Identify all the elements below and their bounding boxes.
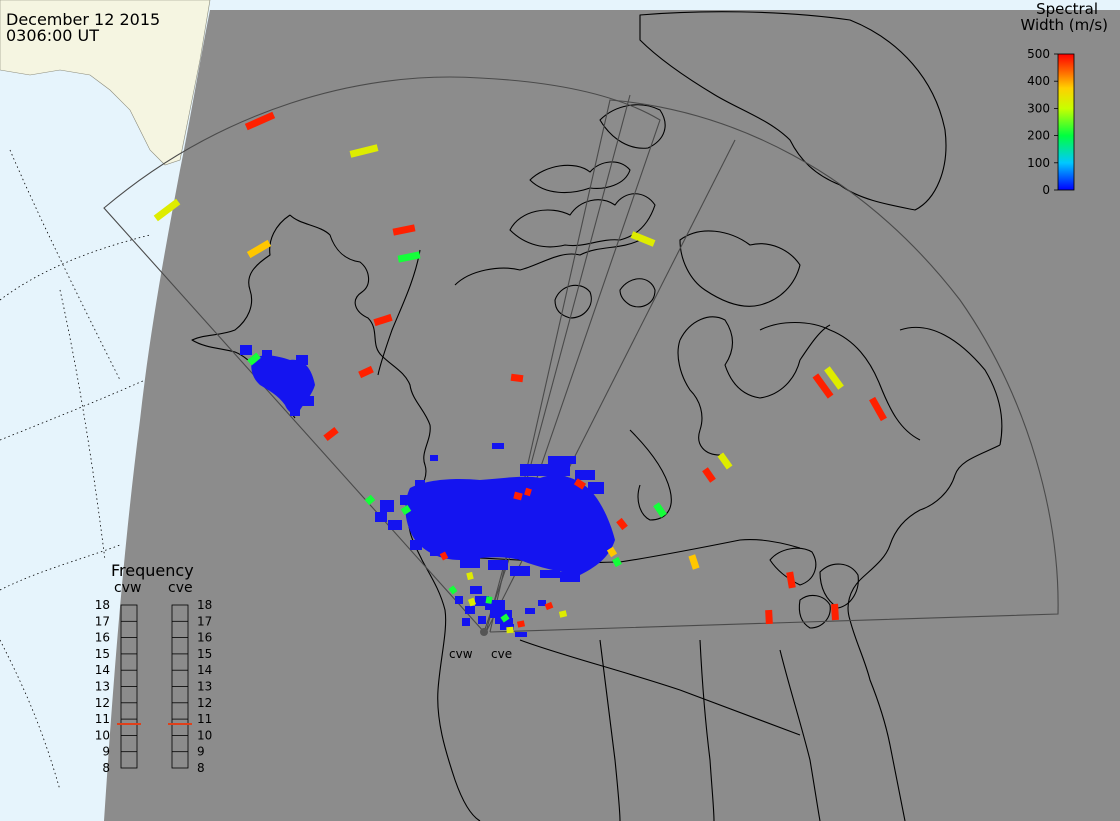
colorbar-title-2: Width (m/s) xyxy=(1020,16,1108,34)
echo-cell xyxy=(869,396,887,422)
echo-cell xyxy=(544,601,554,611)
land-area xyxy=(104,10,1120,821)
echo-cell xyxy=(765,609,773,625)
site-label-cve: cve xyxy=(491,647,512,661)
echo-cell xyxy=(688,554,700,570)
frequency-tick-label: 11 xyxy=(197,712,212,726)
frequency-tick-label: 14 xyxy=(95,663,110,677)
echo-cell xyxy=(653,502,667,518)
frequency-tick-label: 15 xyxy=(197,647,212,661)
colorbar-tick-label: 300 xyxy=(1027,101,1050,115)
echo-cell xyxy=(831,603,839,621)
colorbar-tick-label: 400 xyxy=(1027,74,1050,88)
frequency-tick-label: 8 xyxy=(102,761,110,775)
frequency-tick-label: 10 xyxy=(197,728,212,742)
colorbar-tick-label: 500 xyxy=(1027,47,1050,61)
backscatter-low-width xyxy=(240,345,615,637)
frequency-tick-label: 12 xyxy=(95,696,110,710)
frequency-tick-label: 13 xyxy=(197,680,212,694)
frequency-tick-label: 14 xyxy=(197,663,212,677)
echo-cell xyxy=(247,352,261,366)
frequency-tick-label: 8 xyxy=(197,761,205,775)
frequency-tick-label: 9 xyxy=(102,745,110,759)
echo-cell xyxy=(786,571,796,589)
echo-cell xyxy=(364,494,376,506)
echo-cell xyxy=(153,198,181,222)
freq-radar-cve: cve xyxy=(168,580,193,596)
echo-cell xyxy=(349,144,379,158)
echo-cell xyxy=(448,585,458,595)
colorbar-tick-label: 100 xyxy=(1027,156,1050,170)
echo-cell xyxy=(513,491,523,501)
frequency-tick-label: 13 xyxy=(95,680,110,694)
echo-cell xyxy=(612,556,622,568)
echo-cell xyxy=(244,111,276,131)
echo-cell xyxy=(558,610,568,618)
site-label-cvw: cvw xyxy=(449,647,473,661)
echo-cell xyxy=(717,452,733,470)
echo-cell xyxy=(400,504,412,516)
echo-cell xyxy=(392,224,416,236)
frequency-tick-label: 10 xyxy=(95,728,110,742)
frequency-tick-label: 18 xyxy=(197,598,212,612)
colorbar-tick-label: 0 xyxy=(1042,183,1050,197)
echo-cell xyxy=(606,546,618,558)
radar-site-marker xyxy=(480,628,488,636)
colorbar xyxy=(1057,53,1075,191)
echo-cell xyxy=(323,426,339,442)
echo-cell xyxy=(373,313,393,327)
echo-cell xyxy=(467,597,477,607)
frequency-tick-label: 17 xyxy=(95,614,110,628)
frequency-tick-label: 18 xyxy=(95,598,110,612)
echo-cell xyxy=(358,365,374,379)
frequency-tick-label: 16 xyxy=(197,631,212,645)
date-label: December 12 2015 xyxy=(6,10,160,29)
colorbar-title-1: Spectral xyxy=(1036,0,1098,18)
frequency-tick-label: 16 xyxy=(95,631,110,645)
echo-cell xyxy=(397,251,421,263)
frequency-scales: 18 17 16 15 14 13 12 11 10 9 8 18 17 16 15 14 13 12 11 10 9 8 xyxy=(95,598,213,775)
echo-layer xyxy=(153,111,887,634)
colorbar-ticks: 500 400 300 200 100 0 xyxy=(1027,47,1058,197)
frequency-tick-label: 12 xyxy=(197,696,212,710)
freq-radar-cvw: cvw xyxy=(114,580,141,596)
echo-cell xyxy=(506,626,514,634)
graticule xyxy=(0,149,151,791)
colorbar-tick-label: 200 xyxy=(1027,129,1050,143)
echo-cell xyxy=(824,366,844,390)
echo-cell xyxy=(500,613,510,623)
echo-cell xyxy=(616,517,628,531)
echo-cell xyxy=(702,467,716,483)
echo-cell xyxy=(524,487,532,497)
frequency-title: Frequency xyxy=(111,561,194,580)
echo-cell xyxy=(516,620,526,628)
echo-cell xyxy=(485,596,493,604)
frequency-tick-label: 11 xyxy=(95,712,110,726)
frequency-tick-label: 17 xyxy=(197,614,212,628)
echo-cell xyxy=(246,239,272,259)
echo-cell xyxy=(573,478,587,490)
echo-cell xyxy=(510,373,524,383)
asia-landmass xyxy=(0,0,211,166)
echo-cell xyxy=(439,551,449,561)
time-label: 0306:00 UT xyxy=(6,26,99,45)
frequency-tick-label: 15 xyxy=(95,647,110,661)
echo-cell xyxy=(812,373,834,399)
echo-cell xyxy=(466,571,474,581)
frequency-tick-label: 9 xyxy=(197,745,205,759)
echo-cell xyxy=(630,231,656,247)
